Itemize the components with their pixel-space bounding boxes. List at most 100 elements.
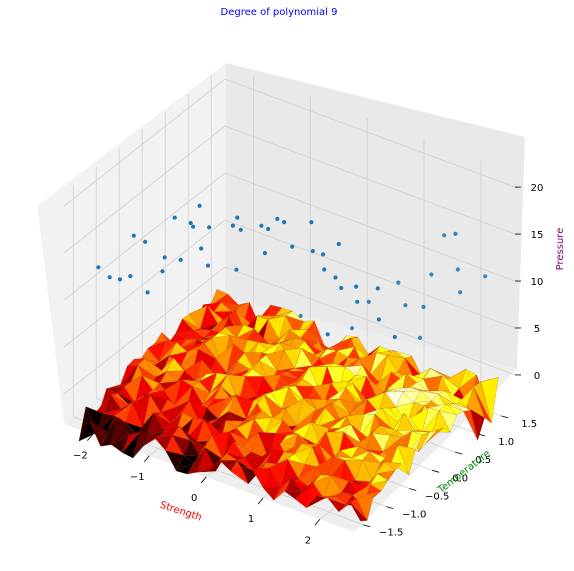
y-tick-label: −1.5 xyxy=(379,528,403,539)
z-axis-label: Pressure xyxy=(555,228,566,271)
x-tick-mark xyxy=(314,519,321,526)
scatter-point xyxy=(275,216,280,221)
surface-facet xyxy=(175,462,195,475)
surface-facet xyxy=(111,434,130,453)
scatter-point xyxy=(234,267,239,272)
scatter-point xyxy=(197,203,202,208)
axis-ticks: −2 −1 0 1 2 −1.5 −1.0 −0.50.0 0.5 1.0 1.5 0 5 10 15 20 xyxy=(73,183,543,546)
scatter-point xyxy=(366,299,371,304)
y-tick-mark xyxy=(501,415,509,419)
x-tick-mark xyxy=(257,497,264,505)
scatter-point xyxy=(339,285,344,291)
scatter-point xyxy=(453,231,458,236)
surface-facet xyxy=(89,421,108,447)
scatter-point xyxy=(322,267,327,272)
z-tick-label: 5 xyxy=(534,324,540,335)
surface-facet xyxy=(186,447,206,475)
grid-line-z xyxy=(63,78,516,207)
x-tick-label: −1 xyxy=(130,472,145,483)
grid-line-z xyxy=(63,219,516,348)
scatter-point xyxy=(376,317,381,322)
scatter-point xyxy=(483,274,488,279)
scatter-point xyxy=(458,290,463,295)
surface-facet xyxy=(230,466,249,485)
y-tick-mark xyxy=(432,469,440,473)
scatter-point xyxy=(282,220,287,225)
y-tick-mark xyxy=(409,488,417,491)
scatter-point xyxy=(199,246,204,251)
scatter-point xyxy=(128,274,133,279)
scatter-point xyxy=(107,275,112,280)
scatter-point xyxy=(455,267,460,272)
z-tick-label: 0 xyxy=(534,371,540,382)
scatter-point xyxy=(188,220,193,226)
scatter-point xyxy=(333,275,338,280)
y-tick-label: 1.0 xyxy=(498,437,514,448)
x-tick-mark xyxy=(200,476,207,484)
scatter-point xyxy=(290,244,295,249)
scatter-point xyxy=(321,252,326,257)
scatter-point xyxy=(205,263,211,268)
scatter-point xyxy=(160,269,165,274)
y-tick-label: 1.5 xyxy=(521,419,537,430)
y-tick-label: 0.5 xyxy=(475,455,491,466)
scatter-point xyxy=(172,215,177,220)
scatter-point xyxy=(117,277,123,282)
surface-facet xyxy=(338,498,357,512)
scatter-point xyxy=(354,284,359,289)
grid-line-z xyxy=(63,125,516,254)
scatter-point xyxy=(207,225,212,230)
scatter-point xyxy=(131,233,136,238)
surface-facet xyxy=(165,450,184,472)
y-tick-label: 0.0 xyxy=(452,473,468,484)
scatter-point xyxy=(178,257,183,262)
scatter-point xyxy=(96,265,101,270)
surface-facet xyxy=(132,434,151,459)
y-tick-mark xyxy=(478,433,486,437)
surface-facet xyxy=(349,501,368,522)
left-pane xyxy=(37,63,226,424)
scatter-point xyxy=(375,286,380,291)
scatter-point xyxy=(403,303,408,308)
surface-facet xyxy=(273,477,292,501)
scatter-point xyxy=(417,335,423,340)
surface-facet xyxy=(208,453,227,471)
scatter-point xyxy=(309,220,314,225)
polynomial-surface xyxy=(78,289,499,522)
grid-line-z xyxy=(63,172,516,301)
y-tick-mark xyxy=(386,506,394,509)
scatter-point xyxy=(191,224,196,229)
surface-facet xyxy=(100,417,119,447)
scatter-point xyxy=(266,226,271,232)
scatter-point xyxy=(396,280,401,285)
surface-facet xyxy=(317,495,335,499)
scatter-point xyxy=(429,272,434,277)
scatter-point xyxy=(298,313,303,319)
surface-facet xyxy=(251,468,271,488)
z-tick-label: 20 xyxy=(531,183,544,194)
scatter-point xyxy=(259,223,264,228)
x-tick-mark xyxy=(143,455,150,463)
scatter-point xyxy=(325,332,330,337)
surface-facet xyxy=(327,497,346,513)
x-tick-label: 1 xyxy=(248,514,254,525)
scatter-point xyxy=(310,249,315,254)
scatter-point xyxy=(235,215,240,220)
scatter-point xyxy=(349,326,355,331)
y-tick-mark xyxy=(363,524,371,528)
scatter-point xyxy=(336,241,341,247)
surface-facet xyxy=(262,486,281,501)
surface-facet xyxy=(284,491,303,500)
surface-facet xyxy=(306,495,325,508)
x-tick-label: 0 xyxy=(191,493,197,504)
scatter-point xyxy=(238,227,243,232)
z-tick-label: 15 xyxy=(531,230,544,241)
y-tick-label: −0.5 xyxy=(425,492,449,503)
scatter-point xyxy=(230,223,235,228)
scatter-point xyxy=(143,239,148,244)
surface-facet xyxy=(143,434,162,446)
surface-facet xyxy=(219,460,238,472)
z-tick-label: 10 xyxy=(531,277,544,288)
scatter-points xyxy=(96,203,488,340)
